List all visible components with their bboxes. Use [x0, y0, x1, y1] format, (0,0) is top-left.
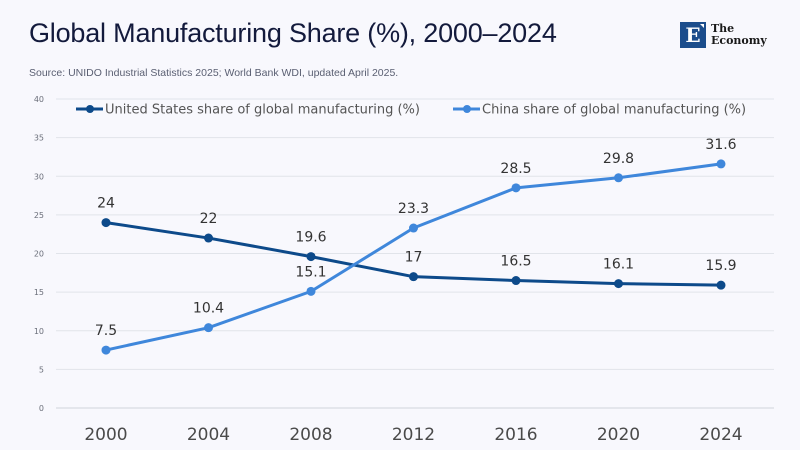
y-tick-label: 35 [34, 134, 44, 143]
data-point [614, 173, 623, 183]
data-label: 7.5 [95, 323, 117, 339]
x-axis-ticks: 2000 2004 2008 2012 2016 2020 2024 [84, 425, 742, 445]
x-tick-label: 2016 [494, 425, 537, 445]
data-label: 28.5 [500, 161, 531, 177]
logo-mark: E [680, 22, 706, 48]
y-tick-label: 15 [34, 288, 44, 297]
data-label: 16.5 [500, 254, 531, 270]
y-tick-label: 40 [34, 95, 44, 104]
gridlines [56, 98, 774, 409]
y-tick-label: 25 [34, 211, 44, 220]
legend: United States share of global manufactur… [76, 103, 746, 118]
data-label: 16.1 [603, 257, 634, 273]
x-tick-label: 2024 [699, 425, 742, 445]
data-label: 17 [405, 250, 423, 266]
y-tick-label: 20 [34, 250, 44, 259]
x-tick-label: 2020 [597, 425, 640, 445]
data-label: 29.8 [603, 151, 634, 167]
data-label: 10.4 [193, 301, 224, 317]
data-point [101, 218, 111, 228]
data-point [614, 279, 623, 289]
y-tick-label: 5 [39, 365, 44, 374]
data-point [716, 280, 726, 290]
data-point [204, 233, 213, 243]
series-china: 7.5 10.4 15.1 23.3 28.5 29.8 31.6 [95, 137, 737, 355]
legend-label: United States share of global manufactur… [105, 103, 420, 118]
x-tick-label: 2008 [289, 425, 332, 445]
logo-line-2: Economy [711, 34, 767, 47]
data-label: 15.9 [705, 258, 736, 274]
data-label: 24 [97, 196, 115, 212]
x-tick-label: 2004 [187, 425, 230, 445]
logo: E The Economy [680, 22, 767, 48]
source-note: Source: UNIDO Industrial Statistics 2025… [29, 67, 399, 79]
y-tick-label: 0 [39, 404, 44, 413]
data-label: 19.6 [295, 230, 326, 246]
legend-marker [463, 105, 471, 113]
data-point [409, 223, 418, 233]
data-point [716, 159, 726, 169]
data-point [306, 252, 316, 262]
y-axis-ticks: 0 5 10 15 20 25 30 35 40 [34, 95, 44, 413]
data-label: 22 [200, 211, 218, 227]
logo-line-1: The [711, 22, 735, 35]
x-tick-label: 2012 [392, 425, 435, 445]
series-united-states: 24 22 19.6 17 16.5 16.1 15.9 [97, 196, 737, 290]
data-point [101, 345, 111, 355]
data-label: 15.1 [295, 264, 326, 280]
data-point [511, 276, 521, 286]
y-tick-label: 10 [34, 327, 44, 336]
data-point [204, 323, 213, 333]
data-point [511, 183, 521, 193]
y-tick-label: 30 [34, 172, 44, 181]
x-tick-label: 2000 [84, 425, 127, 445]
legend-item: United States share of global manufactur… [76, 103, 420, 118]
legend-marker [86, 105, 94, 113]
chart-title: Global Manufacturing Share (%), 2000–202… [29, 18, 557, 48]
data-point [409, 272, 418, 282]
legend-item: China share of global manufacturing (%) [453, 103, 746, 118]
data-label: 23.3 [398, 201, 429, 217]
legend-label: China share of global manufacturing (%) [482, 103, 746, 118]
data-point [306, 286, 316, 296]
logo-text: The Economy [711, 23, 767, 47]
series-group: 24 22 19.6 17 16.5 16.1 15.9 7.5 10.4 15.1 23.3 28.… [95, 137, 737, 355]
data-label: 31.6 [705, 137, 736, 153]
